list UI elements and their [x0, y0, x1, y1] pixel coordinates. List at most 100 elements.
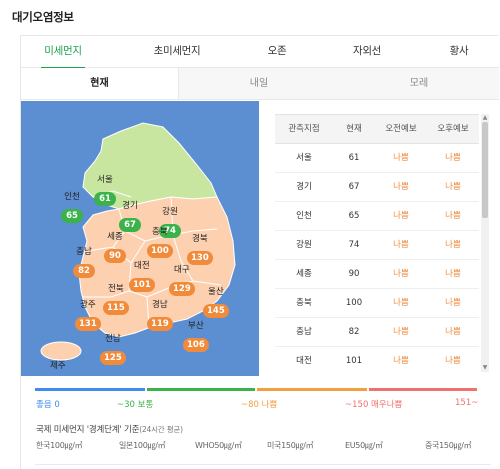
am-forecast-cell: 나쁨 — [393, 269, 409, 279]
legend-bar-very-bad — [369, 388, 477, 391]
region-name: 전남 — [105, 334, 121, 344]
region-value-badge: 65 — [61, 209, 83, 223]
grade-legend: 좋음 0 ~30 보통 ~80 나쁨 ~150 매우나쁨 151~ — [35, 388, 499, 428]
region-gangwon[interactable]: 강원 74 — [159, 207, 181, 238]
criteria-title: 국제 미세먼지 '경계단계' 기준(24시간 평균) — [36, 423, 183, 435]
region-gyeongnam[interactable]: 경남 119 — [147, 300, 173, 331]
am-forecast-cell: 나쁨 — [393, 153, 409, 163]
current-value-cell: 82 — [348, 327, 360, 337]
tab-ozone[interactable]: 오존 — [267, 45, 287, 57]
region-name: 제주 — [50, 361, 66, 371]
legend-bar-normal — [147, 388, 255, 391]
column-header-station: 관측지점 — [288, 124, 320, 134]
station-cell: 경기 — [296, 182, 312, 192]
station-cell: 대전 — [296, 356, 312, 366]
region-ulsan[interactable]: 울산 145 — [203, 287, 229, 318]
region-value-badge: 130 — [187, 251, 213, 265]
table-scrollbar[interactable]: ▲ ▼ — [481, 114, 489, 372]
pollutant-tabs: 미세먼지 초미세먼지 오존 자외선 황사 — [21, 36, 499, 69]
region-name: 부산 — [188, 321, 204, 331]
region-chungnam[interactable]: 충남 82 — [73, 247, 95, 278]
tab-uv[interactable]: 자외선 — [352, 45, 382, 57]
region-value-badge: 115 — [103, 301, 129, 315]
region-name: 대구 — [174, 265, 190, 275]
region-value-badge: 125 — [100, 351, 126, 365]
station-cell: 충북 — [296, 298, 312, 308]
current-value-cell: 74 — [348, 240, 360, 250]
column-header-current: 현재 — [346, 124, 362, 134]
am-forecast-cell: 나쁨 — [393, 356, 409, 366]
tab-fine-dust[interactable]: 미세먼지 — [41, 36, 85, 69]
region-value-badge: 100 — [147, 244, 173, 258]
table-row: 세종 90 나쁨 나쁨 — [275, 260, 479, 289]
scroll-up-icon[interactable]: ▲ — [482, 114, 488, 121]
region-name: 경기 — [122, 201, 138, 211]
page-title: 대기오염정보 — [12, 10, 74, 24]
scroll-down-icon[interactable]: ▼ — [482, 364, 488, 371]
legend-label-bad: ~80 나쁨 — [241, 400, 278, 410]
criteria-china: 중국150㎍/㎥ — [425, 441, 472, 450]
region-value-badge: 106 — [183, 338, 209, 352]
region-gyeonggi[interactable]: 경기 67 — [119, 201, 141, 232]
table-row: 강원 74 나쁨 나쁨 — [275, 231, 479, 260]
pm-forecast-cell: 나쁨 — [445, 153, 461, 163]
air-quality-card: 미세먼지 초미세먼지 오존 자외선 황사 현재 내일 모레 서울 61 강원 74 … — [20, 35, 499, 469]
scrollbar-thumb[interactable] — [482, 122, 488, 218]
current-value-cell: 101 — [345, 356, 363, 366]
region-value-badge: 101 — [129, 278, 155, 292]
station-cell: 강원 — [296, 240, 312, 250]
region-incheon[interactable]: 인천 65 — [61, 192, 83, 223]
table-row: 서울 61 나쁨 나쁨 — [275, 144, 479, 173]
region-daegu[interactable]: 대구 129 — [169, 265, 195, 296]
current-value-cell: 67 — [348, 182, 360, 192]
region-sejong[interactable]: 세종 90 — [104, 232, 126, 263]
criteria-subtitle: (24시간 평균) — [139, 425, 183, 434]
current-value-cell: 61 — [348, 153, 360, 163]
legend-label-normal: ~30 보통 — [117, 400, 154, 410]
pm-forecast-cell: 나쁨 — [445, 356, 461, 366]
pm-forecast-cell: 나쁨 — [445, 211, 461, 221]
station-cell: 충남 — [296, 327, 312, 337]
tab-ultrafine-dust[interactable]: 초미세먼지 — [153, 45, 201, 57]
criteria-title-text: 국제 미세먼지 '경계단계' 기준 — [36, 425, 140, 435]
region-name: 충남 — [76, 247, 92, 257]
table-row: 충남 82 나쁨 나쁨 — [275, 318, 479, 347]
region-seoul[interactable]: 서울 61 — [94, 175, 116, 206]
region-gyeongbuk[interactable]: 경북 130 — [187, 234, 213, 265]
region-value-badge: 74 — [159, 224, 181, 238]
table-header: 관측지점 현재 오전예보 오후예보 — [275, 114, 479, 144]
station-cell: 세종 — [296, 269, 312, 279]
region-busan[interactable]: 부산 106 — [183, 321, 209, 352]
am-forecast-cell: 나쁨 — [393, 240, 409, 250]
pm-forecast-cell: 나쁨 — [445, 327, 461, 337]
region-value-badge: 119 — [147, 317, 173, 331]
table-row: 충북 100 나쁨 나쁨 — [275, 289, 479, 318]
region-value-badge: 145 — [203, 304, 229, 318]
region-daejeon[interactable]: 대전 101 — [129, 261, 155, 292]
criteria-korea: 한국100㎍/㎥ — [36, 441, 83, 450]
region-value-badge: 67 — [119, 218, 141, 232]
tab-yellow-dust[interactable]: 황사 — [449, 45, 469, 57]
criteria-usa: 미국150㎍/㎥ — [267, 441, 314, 450]
legend-label-max: 151~ — [455, 398, 479, 408]
tab-today[interactable]: 현재 — [21, 68, 179, 99]
tab-tomorrow[interactable]: 내일 — [249, 78, 269, 89]
region-value-badge: 131 — [75, 317, 101, 331]
korea-map: 서울 61 강원 74 인천 65 경기 67 충북 100 세종 90 경북 130 충남 8… — [21, 101, 259, 376]
am-forecast-cell: 나쁨 — [393, 298, 409, 308]
region-gwangju[interactable]: 광주 131 — [75, 300, 101, 331]
pm-forecast-cell: 나쁨 — [445, 182, 461, 192]
tab-day-after-tomorrow[interactable]: 모레 — [409, 78, 429, 89]
region-chungbuk[interactable]: 충북 100 — [147, 227, 173, 258]
region-jeonnam[interactable]: 전남 125 — [100, 334, 126, 365]
region-jeju[interactable]: 제주133 — [45, 361, 71, 376]
region-name: 광주 — [80, 300, 96, 310]
column-header-pm-forecast: 오후예보 — [437, 124, 469, 134]
legend-bar-bad — [257, 388, 367, 391]
region-name: 경북 — [192, 234, 208, 244]
region-jeonbuk[interactable]: 전북 115 — [103, 284, 129, 315]
region-name: 서울 — [97, 175, 113, 185]
am-forecast-cell: 나쁨 — [393, 211, 409, 221]
column-header-am-forecast: 오전예보 — [385, 124, 417, 134]
region-value-badge: 82 — [73, 264, 95, 278]
